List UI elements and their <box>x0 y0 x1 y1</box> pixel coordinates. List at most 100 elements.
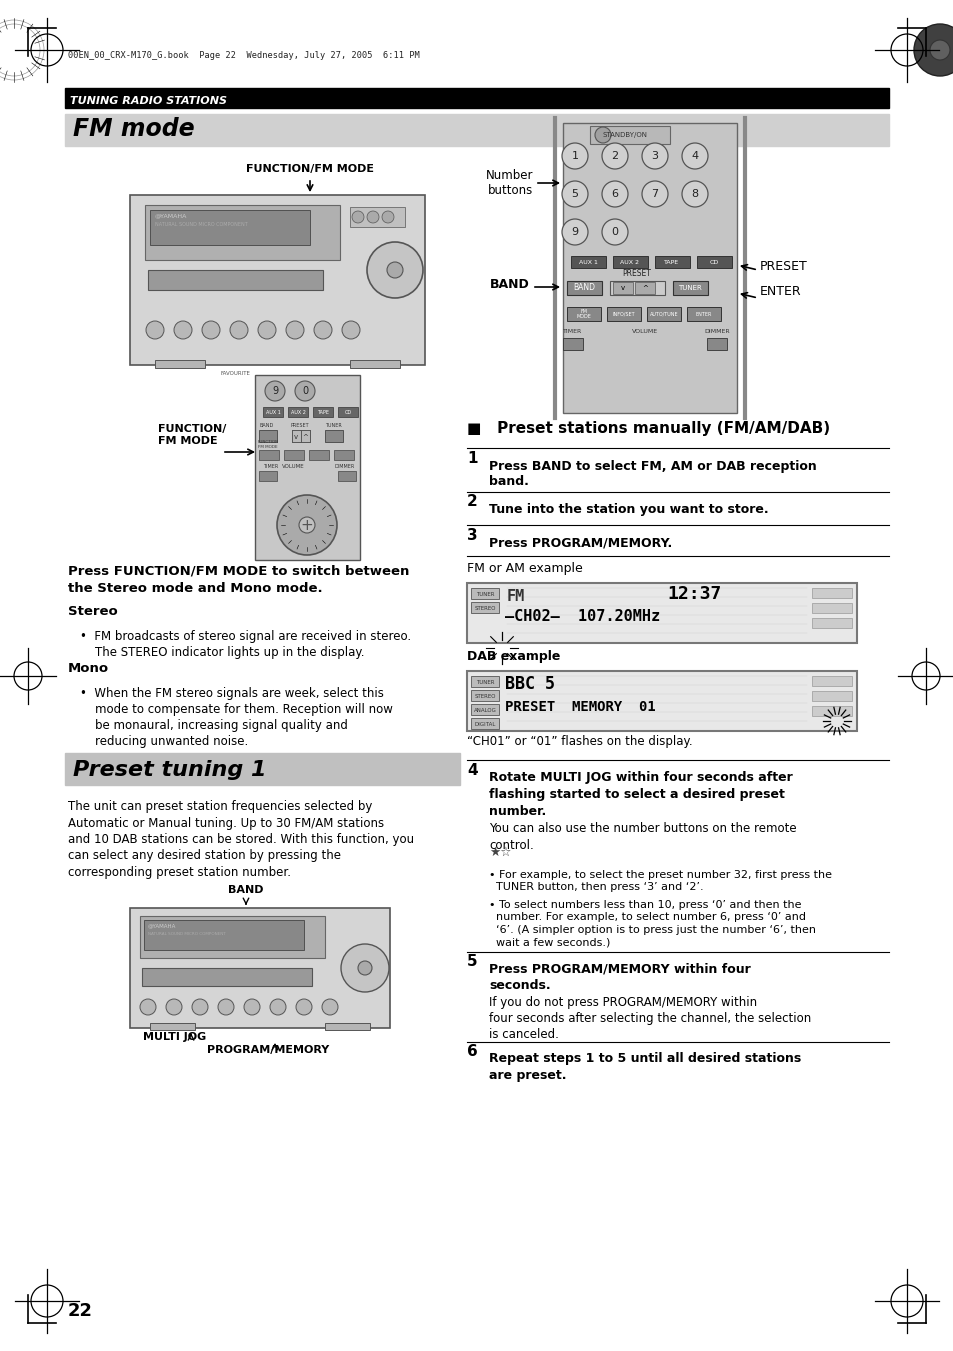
Text: 2: 2 <box>467 494 477 509</box>
Circle shape <box>681 181 707 207</box>
Text: STEREO: STEREO <box>474 605 496 611</box>
Text: 3: 3 <box>651 151 658 161</box>
Text: Tune into the station you want to store.: Tune into the station you want to store. <box>489 503 768 516</box>
Text: 3: 3 <box>467 528 477 543</box>
Bar <box>609 281 664 295</box>
Circle shape <box>641 181 667 207</box>
Bar <box>467 671 856 731</box>
Text: Preset tuning 1: Preset tuning 1 <box>73 761 266 780</box>
Bar <box>471 588 498 598</box>
Text: 12:37: 12:37 <box>666 585 720 603</box>
Text: PRESET: PRESET <box>291 423 309 428</box>
Bar <box>150 209 310 245</box>
Text: 00EN_00_CRX-M170_G.book  Page 22  Wednesday, July 27, 2005  6:11 PM: 00EN_00_CRX-M170_G.book Page 22 Wednesda… <box>68 51 419 59</box>
Circle shape <box>913 24 953 76</box>
Circle shape <box>173 322 192 339</box>
Circle shape <box>387 262 402 278</box>
Circle shape <box>295 998 312 1015</box>
Text: •  When the FM stereo signals are week, select this
    mode to compensate for t: • When the FM stereo signals are week, s… <box>80 688 393 748</box>
Text: ^: ^ <box>641 285 647 290</box>
Bar <box>154 359 205 367</box>
Circle shape <box>341 322 359 339</box>
Text: ENTER: ENTER <box>760 285 801 299</box>
Circle shape <box>192 998 208 1015</box>
Bar <box>301 430 310 442</box>
Text: ANALOG: ANALOG <box>473 708 496 712</box>
Circle shape <box>286 322 304 339</box>
Circle shape <box>230 322 248 339</box>
Text: TUNING RADIO STATIONS: TUNING RADIO STATIONS <box>70 96 227 105</box>
Text: —CH02—  107.20MHz: —CH02— 107.20MHz <box>504 609 659 624</box>
Circle shape <box>601 143 627 169</box>
Bar <box>471 690 498 701</box>
Bar <box>811 588 851 598</box>
Bar <box>811 690 851 701</box>
Text: 2: 2 <box>611 151 618 161</box>
Bar <box>288 407 308 417</box>
Text: 1: 1 <box>571 151 578 161</box>
Text: TUNER: TUNER <box>324 423 341 428</box>
Bar <box>686 307 720 322</box>
Bar <box>140 916 325 958</box>
Bar <box>148 270 323 290</box>
Text: ■   Preset stations manually (FM/AM/DAB): ■ Preset stations manually (FM/AM/DAB) <box>467 422 829 436</box>
Text: AUTO/TUNE: AUTO/TUNE <box>649 312 678 316</box>
Text: 7: 7 <box>651 189 658 199</box>
Text: TUNER: TUNER <box>476 592 494 597</box>
Text: FM: FM <box>506 589 525 604</box>
Bar <box>589 126 669 145</box>
Text: 0: 0 <box>301 386 308 396</box>
Circle shape <box>601 181 627 207</box>
Bar <box>258 471 276 481</box>
Text: BAND: BAND <box>490 278 530 292</box>
Text: TUNER: TUNER <box>678 285 701 290</box>
Circle shape <box>257 322 275 339</box>
Circle shape <box>218 998 233 1015</box>
Bar <box>350 207 405 227</box>
Text: FUNCTION/
FM MODE: FUNCTION/ FM MODE <box>158 424 226 446</box>
Bar <box>284 450 304 459</box>
Text: ENTER: ENTER <box>695 312 712 316</box>
Bar <box>309 450 329 459</box>
Circle shape <box>561 219 587 245</box>
Text: AUX 1: AUX 1 <box>265 409 280 415</box>
Text: “CH01” or “01” flashes on the display.: “CH01” or “01” flashes on the display. <box>467 735 692 748</box>
Text: 4: 4 <box>691 151 698 161</box>
Bar <box>655 255 689 267</box>
Text: 22: 22 <box>68 1302 92 1320</box>
Circle shape <box>244 998 260 1015</box>
Text: ^: ^ <box>302 434 308 440</box>
Bar <box>263 407 283 417</box>
Text: FUNCTION/FM MODE: FUNCTION/FM MODE <box>246 163 374 174</box>
Bar <box>562 338 582 350</box>
Text: 6: 6 <box>467 1044 477 1059</box>
Text: AUX 2: AUX 2 <box>619 259 639 265</box>
Text: 5: 5 <box>571 189 578 199</box>
Text: @YAMAHA: @YAMAHA <box>148 923 176 928</box>
Text: • To select numbers less than 10, press ‘0’ and then the
  number. For example, : • To select numbers less than 10, press … <box>489 900 815 947</box>
Text: NATURAL SOUND MICRO COMPONENT: NATURAL SOUND MICRO COMPONENT <box>148 932 226 936</box>
Text: 8: 8 <box>691 189 698 199</box>
Text: TAPE: TAPE <box>663 259 679 265</box>
Circle shape <box>294 381 314 401</box>
Text: INFO/SET: INFO/SET <box>612 312 635 316</box>
Text: Press BAND to select FM, AM or DAB reception
band.: Press BAND to select FM, AM or DAB recep… <box>489 459 816 488</box>
Text: STEREO: STEREO <box>474 693 496 698</box>
Bar <box>65 753 459 785</box>
Bar <box>130 195 424 365</box>
Text: Press FUNCTION/FM MODE to switch between
the Stereo mode and Mono mode.: Press FUNCTION/FM MODE to switch between… <box>68 565 409 594</box>
Circle shape <box>202 322 220 339</box>
Circle shape <box>166 998 182 1015</box>
Circle shape <box>340 944 389 992</box>
Text: CD: CD <box>709 259 718 265</box>
Bar <box>292 430 301 442</box>
Bar <box>254 376 359 561</box>
Bar <box>811 603 851 613</box>
Text: ★☆: ★☆ <box>489 846 511 859</box>
Bar <box>811 617 851 628</box>
Circle shape <box>140 998 156 1015</box>
Bar <box>706 338 726 350</box>
Text: MULTI JOG: MULTI JOG <box>143 1032 207 1042</box>
Text: You can also use the number buttons on the remote
control.: You can also use the number buttons on t… <box>489 821 796 852</box>
Text: STANDBY/ON: STANDBY/ON <box>602 132 647 138</box>
